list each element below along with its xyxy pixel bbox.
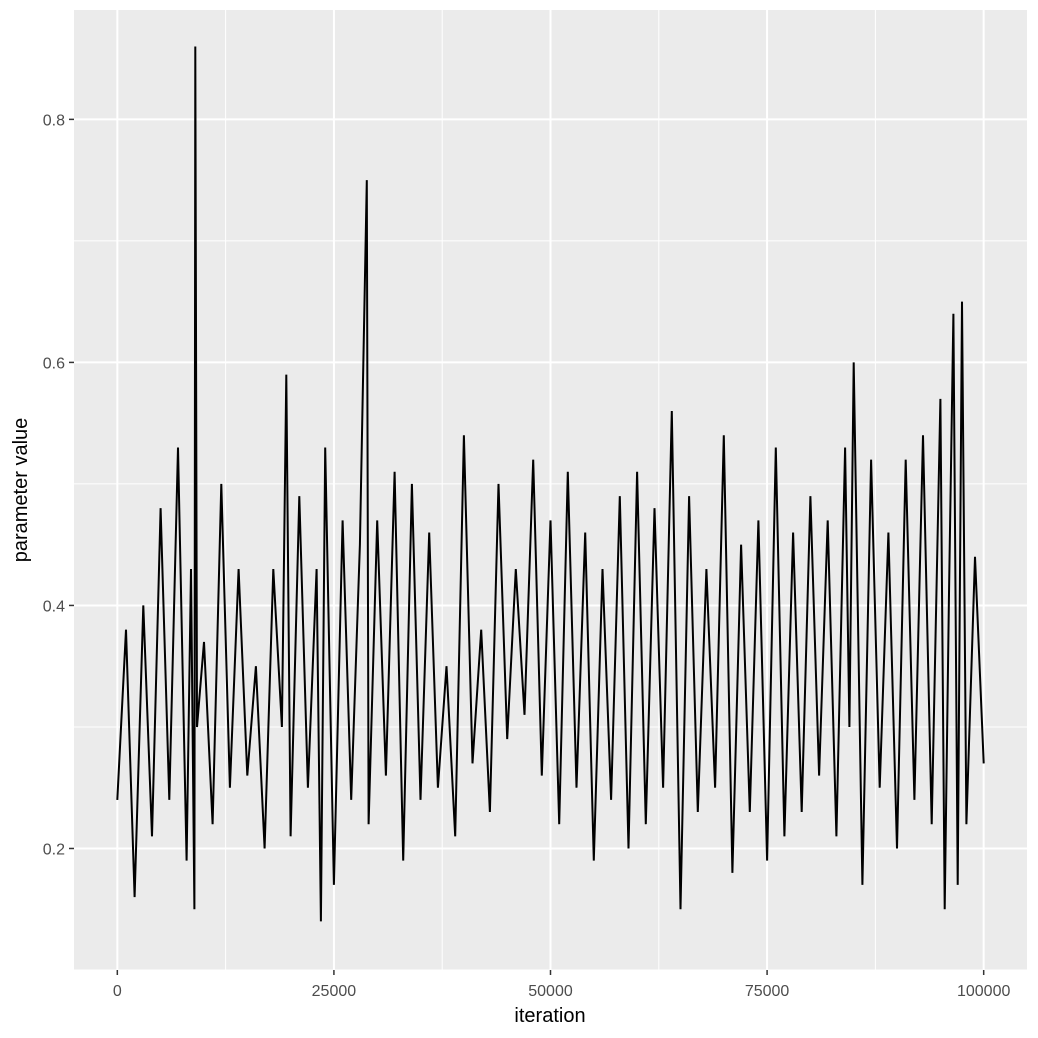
y-tick-label: 0.2 — [43, 841, 65, 858]
series-layer — [116, 46, 985, 922]
y-axis: 0.2 0.4 0.6 0.8 — [43, 112, 74, 858]
x-axis-title: iteration — [514, 1005, 585, 1027]
y-tick-label: 0.8 — [43, 112, 65, 129]
x-tick-label: 25000 — [312, 983, 357, 1000]
x-tick-label: 0 — [113, 983, 122, 1000]
x-tick-label: 100000 — [957, 983, 1010, 1000]
x-axis: 0 25000 50000 75000 100000 — [113, 970, 1010, 1000]
y-tick-label: 0.6 — [43, 355, 65, 372]
y-axis-title: parameter value — [10, 418, 32, 563]
series-line — [116, 46, 985, 922]
y-tick-label: 0.4 — [43, 598, 65, 615]
x-tick-label: 75000 — [745, 983, 790, 1000]
x-tick-label: 50000 — [528, 983, 573, 1000]
major-gridlines — [74, 10, 1027, 970]
